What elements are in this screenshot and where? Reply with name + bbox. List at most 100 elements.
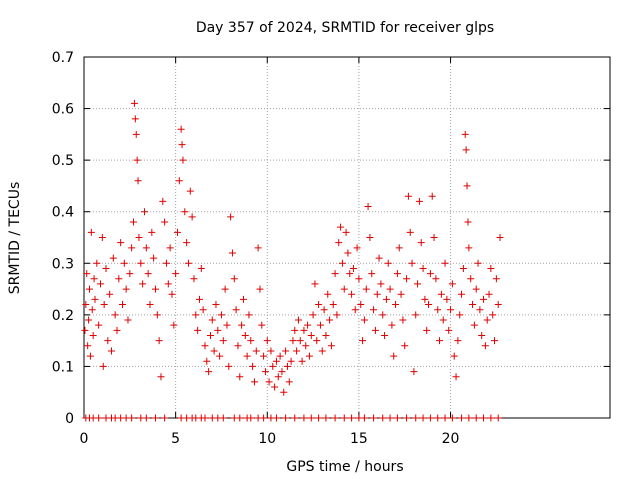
data-point — [458, 290, 466, 298]
data-point — [481, 342, 489, 350]
plot-frame — [83, 56, 611, 419]
data-points — [81, 99, 504, 422]
data-point — [98, 234, 106, 241]
data-point — [124, 316, 132, 324]
data-point — [210, 347, 218, 355]
data-point — [223, 321, 231, 329]
data-point — [293, 347, 301, 355]
data-point — [315, 301, 323, 309]
data-point — [227, 213, 235, 221]
data-point — [192, 311, 200, 319]
data-point-zero — [348, 414, 356, 422]
data-point — [478, 331, 486, 339]
data-point — [148, 228, 156, 236]
data-point — [439, 316, 447, 324]
data-point — [225, 362, 233, 370]
data-point — [296, 337, 304, 345]
data-point — [183, 239, 191, 247]
data-point — [298, 357, 306, 365]
data-point — [403, 275, 411, 283]
data-point — [106, 290, 114, 298]
data-point-zero — [247, 414, 255, 422]
data-point — [181, 208, 189, 216]
data-point — [355, 275, 363, 283]
data-point — [135, 234, 143, 241]
data-point — [344, 249, 352, 257]
data-point-zero — [307, 414, 315, 422]
data-point — [197, 264, 205, 272]
data-point — [89, 331, 97, 339]
data-point — [234, 342, 242, 350]
data-point — [397, 290, 405, 298]
data-point — [146, 301, 154, 309]
data-point — [335, 239, 343, 247]
data-point — [375, 254, 383, 262]
data-point — [161, 218, 169, 226]
data-point — [476, 306, 484, 314]
data-point — [117, 239, 125, 247]
data-point — [384, 259, 392, 267]
data-point-zero — [379, 414, 387, 422]
data-point — [115, 275, 123, 283]
data-point-zero — [472, 414, 480, 422]
data-point-zero — [272, 414, 280, 422]
data-point — [326, 316, 334, 324]
data-point — [283, 362, 291, 370]
y-tick-label: 0 — [65, 411, 74, 427]
data-point-zero — [219, 414, 227, 422]
data-point — [393, 270, 401, 278]
data-point — [150, 254, 158, 262]
data-point — [249, 362, 257, 370]
data-point — [313, 337, 321, 345]
data-point — [331, 270, 339, 278]
data-point — [304, 321, 312, 329]
data-point — [243, 352, 251, 360]
data-point — [129, 218, 137, 226]
data-point — [489, 311, 497, 319]
data-point — [337, 223, 345, 231]
data-point — [461, 130, 469, 138]
data-point — [316, 321, 324, 329]
data-point — [111, 311, 119, 319]
data-point — [305, 352, 313, 360]
data-point — [318, 347, 326, 355]
data-point — [162, 259, 170, 267]
data-point-zero — [95, 414, 103, 422]
data-point — [364, 203, 372, 211]
data-point-zero — [142, 414, 150, 422]
data-point — [83, 270, 91, 278]
data-point — [300, 326, 308, 334]
data-point — [373, 290, 381, 298]
x-axis-label: GPS time / hours — [286, 459, 403, 475]
data-point — [238, 321, 246, 329]
data-point — [256, 285, 264, 293]
data-point — [151, 285, 159, 293]
data-point — [159, 197, 167, 205]
data-point — [382, 295, 390, 303]
grid-lines — [84, 57, 610, 418]
data-point — [434, 306, 442, 314]
data-point — [483, 316, 491, 324]
data-point — [91, 295, 99, 303]
data-point-zero — [201, 414, 209, 422]
data-point — [208, 316, 216, 324]
data-point — [432, 275, 440, 283]
data-point — [469, 301, 477, 309]
data-point — [142, 244, 150, 252]
data-point — [408, 259, 416, 267]
data-point — [390, 352, 398, 360]
data-point — [241, 331, 249, 339]
data-point — [126, 270, 134, 278]
data-point — [269, 362, 277, 370]
data-point — [144, 270, 152, 278]
data-point-zero — [494, 414, 502, 422]
y-tick-label: 0.1 — [52, 359, 74, 375]
data-point — [271, 383, 279, 391]
data-point — [88, 306, 96, 314]
x-tick-label: 15 — [350, 431, 368, 447]
data-point — [421, 295, 429, 303]
data-point — [90, 275, 98, 283]
data-point — [340, 285, 348, 293]
y-tick-label: 0.6 — [52, 102, 74, 118]
data-point-zero — [315, 414, 323, 422]
